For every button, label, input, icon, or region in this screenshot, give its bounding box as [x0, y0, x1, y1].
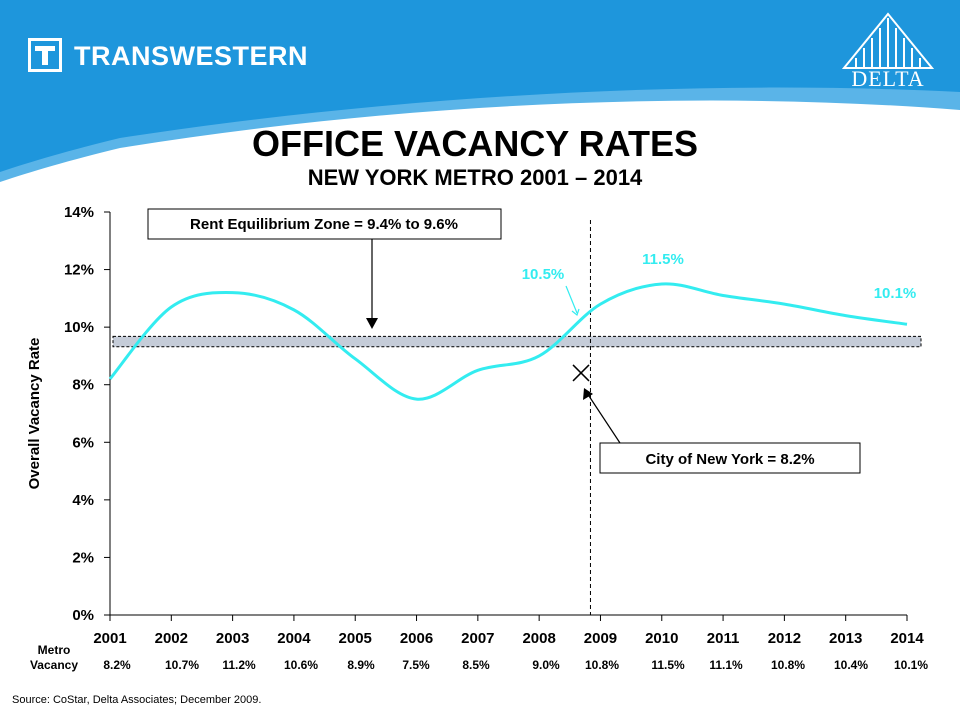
page-title: OFFICE VACANCY RATES	[251, 123, 699, 164]
city-callout-label: City of New York = 8.2%	[645, 451, 814, 468]
x-tick-label: 2001	[93, 630, 126, 647]
table-row-label: Metro	[38, 643, 71, 657]
x-tick-label: 2014	[890, 630, 924, 647]
header-band	[0, 0, 960, 182]
y-tick-label: 12%	[64, 262, 94, 279]
brand-name: TRANSWESTERN	[74, 41, 308, 71]
vacancy-chart: 0% 2% 4% 6% 8% 10% 12% 14% Overall Vacancy Rate 2…	[26, 204, 928, 672]
x-tick-label: 2002	[155, 630, 188, 647]
table-value: 10.8%	[771, 658, 805, 672]
y-tick-label: 4%	[72, 492, 94, 509]
city-callout-arrow	[586, 392, 621, 444]
delta-logo-icon	[841, 12, 935, 69]
data-label-pointer-head	[571, 308, 580, 317]
x-tick-label: 2004	[277, 630, 311, 647]
y-tick-label: 8%	[72, 377, 94, 394]
table-value: 8.2%	[103, 658, 131, 672]
x-tick-label: 2006	[400, 630, 433, 647]
equilibrium-zone-band	[112, 335, 922, 348]
y-tick-label: 6%	[72, 434, 94, 451]
table-row-label: Vacancy	[30, 658, 78, 672]
table-value: 8.5%	[462, 658, 490, 672]
x-tick-label: 2003	[216, 630, 249, 647]
city-callout-arrowhead	[583, 388, 593, 400]
header-band-main	[0, 0, 960, 172]
table-value: 10.6%	[284, 658, 318, 672]
vacancy-series-line	[108, 282, 908, 401]
y-tick-label: 2%	[72, 549, 94, 566]
data-label: 10.5%	[522, 266, 565, 283]
delta-wordmark: DELTA	[851, 66, 925, 91]
x-tick-label: 2011	[707, 630, 740, 647]
y-tick-label: 0%	[72, 607, 94, 624]
equilibrium-callout-arrowhead	[366, 318, 378, 329]
city-callout-box	[599, 442, 861, 474]
city-marker-cross	[572, 364, 590, 382]
x-tick-label: 2005	[339, 630, 372, 647]
x-tick-label: 2013	[829, 630, 862, 647]
x-tick-label: 2007	[461, 630, 494, 647]
x-tick-label: 2012	[768, 630, 801, 647]
table-value: 10.8%	[585, 658, 619, 672]
data-label-pointer	[565, 285, 578, 314]
equilibrium-callout-box	[147, 208, 502, 240]
y-tick-label: 14%	[64, 204, 94, 221]
table-value: 10.1%	[894, 658, 928, 672]
transwestern-logo-icon	[28, 38, 62, 72]
table-value: 10.7%	[165, 658, 199, 672]
equilibrium-callout-label: Rent Equilibrium Zone = 9.4% to 9.6%	[190, 216, 458, 233]
table-value: 7.5%	[402, 658, 430, 672]
table-value: 11.2%	[222, 658, 256, 672]
table-value: 11.1%	[709, 658, 743, 672]
x-tick-label: 2009	[584, 630, 617, 647]
data-label: 10.1%	[874, 285, 917, 302]
y-tick-label: 10%	[64, 319, 94, 336]
table-value: 8.9%	[347, 658, 375, 672]
table-value: 11.5%	[651, 658, 685, 672]
x-tick-label: 2010	[645, 630, 678, 647]
x-tick-label: 2008	[522, 630, 555, 647]
page-subtitle: NEW YORK METRO 2001 – 2014	[307, 165, 643, 190]
table-value: 9.0%	[532, 658, 560, 672]
source-note: Source: CoStar, Delta Associates; Decemb…	[12, 694, 262, 706]
data-label: 11.5%	[642, 251, 684, 268]
y-axis-label: Overall Vacancy Rate	[26, 338, 43, 490]
table-value: 10.4%	[834, 658, 868, 672]
